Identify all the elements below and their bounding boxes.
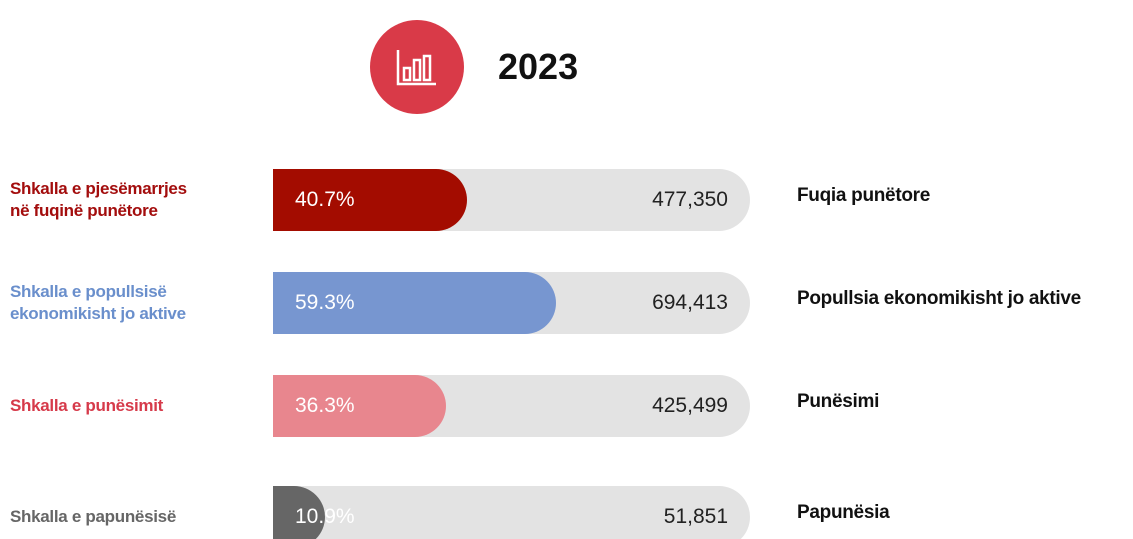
icon xyxy=(370,20,464,114)
count-label: 425,499 xyxy=(652,394,728,417)
count-name: Papunësia xyxy=(797,502,890,523)
count-label: 694,413 xyxy=(652,291,728,314)
bar xyxy=(273,486,325,539)
category-label: Shkalla e papunësisë xyxy=(10,507,176,526)
category-label: Shkalla e pjesëmarrjes në fuqinë punëtor… xyxy=(10,179,187,220)
title: 2023 xyxy=(498,46,579,87)
value-label: 59.3% xyxy=(295,291,355,314)
bar-track xyxy=(273,486,750,539)
bar xyxy=(273,272,556,334)
bar xyxy=(273,375,447,437)
category-label: Shkalla e popullsisë ekonomikisht jo akt… xyxy=(10,282,186,323)
category-label: Shkalla e punësimit xyxy=(10,396,164,415)
value-label: 36.3% xyxy=(295,394,355,417)
value-label: 10.9% xyxy=(295,505,355,528)
count-label: 477,350 xyxy=(652,188,728,211)
count-name: Popullsia ekonomikisht jo aktive xyxy=(797,288,1081,309)
count-name: Punësimi xyxy=(797,391,880,412)
count-name: Fuqia punëtore xyxy=(797,185,931,206)
count-label: 51,851 xyxy=(663,505,728,528)
value-label: 40.7% xyxy=(295,188,355,211)
bar xyxy=(273,169,468,231)
